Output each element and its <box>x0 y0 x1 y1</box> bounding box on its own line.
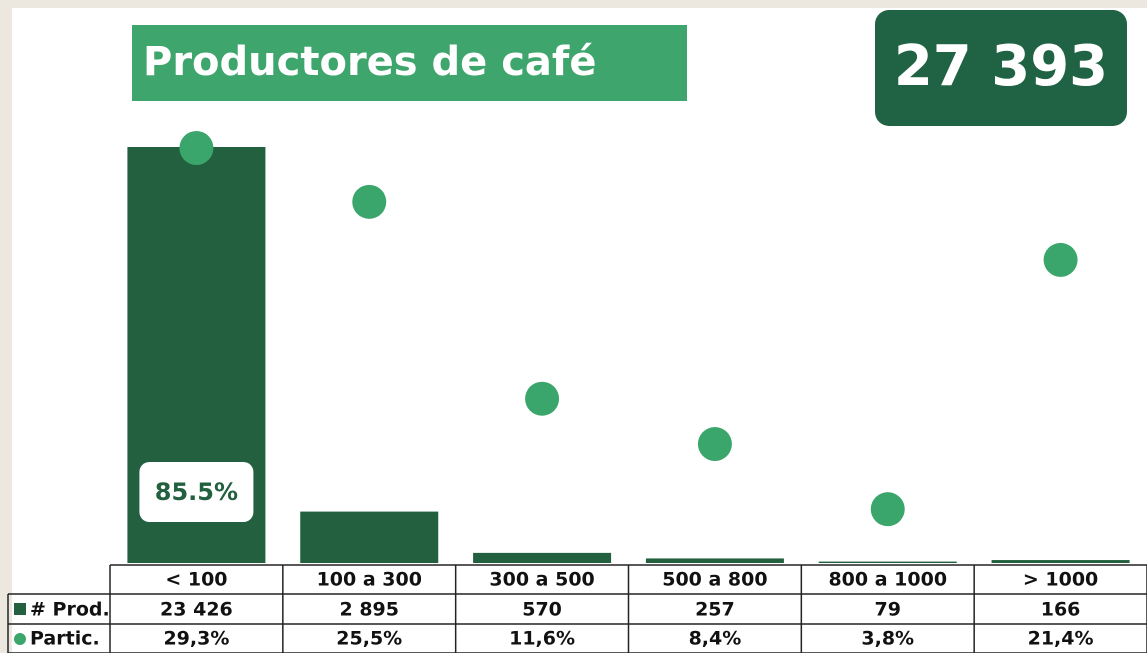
annotation-box <box>139 462 254 522</box>
x-tick-label: 300 a 500 <box>489 569 594 591</box>
title-box <box>132 25 687 101</box>
total-box <box>875 10 1127 126</box>
value-label: 11,6% <box>509 628 575 650</box>
legend-label: Partic. <box>30 628 100 650</box>
bar <box>818 561 957 563</box>
dot <box>352 184 387 219</box>
dot <box>870 492 905 527</box>
bar <box>991 560 1130 563</box>
dot <box>697 427 732 462</box>
value-label: 166 <box>1041 599 1081 621</box>
value-label: 2 895 <box>340 599 400 621</box>
value-label: 29,3% <box>163 628 229 650</box>
chart-title: Productores de café <box>143 39 596 85</box>
value-label: 8,4% <box>689 628 742 650</box>
value-label: 23 426 <box>160 599 233 621</box>
value-label: 21,4% <box>1028 628 1094 650</box>
legend-swatch <box>14 603 26 615</box>
annotation: 85.5% <box>155 478 238 506</box>
dot <box>179 131 214 165</box>
value-label: 79 <box>875 599 901 621</box>
dot <box>525 381 560 416</box>
total: 27 393 <box>894 34 1108 99</box>
value-label: 25,5% <box>336 628 402 650</box>
x-tick-label: > 1000 <box>1023 569 1098 591</box>
dot <box>1043 242 1078 277</box>
value-label: 570 <box>522 599 562 621</box>
x-tick-label: 800 a 1000 <box>828 569 947 591</box>
value-label: 3,8% <box>861 628 914 650</box>
value-label: 257 <box>695 599 735 621</box>
bar <box>300 511 439 563</box>
legend-swatch <box>14 633 26 645</box>
bar <box>645 558 784 563</box>
x-tick-label: < 100 <box>165 569 227 591</box>
bar <box>473 552 612 563</box>
x-tick-label: 500 a 800 <box>662 569 767 591</box>
x-tick-label: 100 a 300 <box>317 569 422 591</box>
legend-label: # Prod. <box>30 599 110 621</box>
